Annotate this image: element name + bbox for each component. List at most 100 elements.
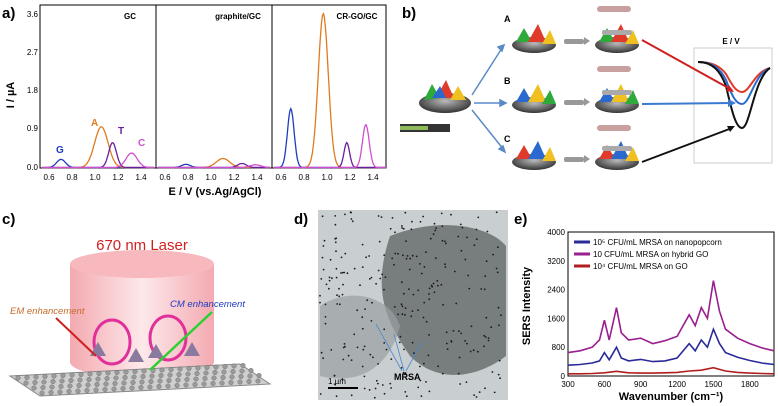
nanoparticle [413,352,415,354]
nanoparticle [361,327,364,330]
graphene-atom [111,386,117,392]
graphene-atom [139,379,145,385]
branch-label-b: B [504,76,511,86]
nanoparticle [347,354,350,357]
peak-label-g: G [56,145,64,156]
graphene-atom [24,374,30,380]
legend-entry: 10⁴ CFU/mL MRSA on GO [593,262,688,271]
cv-curve [42,152,154,169]
graphene-atom [168,366,174,372]
graphene-atom [156,383,162,389]
panel-e-xtick: 1500 [705,380,723,389]
graphene-atom [149,373,155,379]
graphene-atom [49,384,55,390]
graphene-atom [76,382,82,388]
panel-e: e) SERS Intensity 0 800 1600 2400 3200 4000 3… [514,211,775,403]
graphene-atom [86,376,92,382]
nanoparticle [428,298,431,301]
nanoparticle [393,263,395,266]
panel-label-e: e) [514,211,527,228]
nanoparticle [473,244,476,247]
graphene-atom [104,375,110,381]
nanoparticle [399,335,402,338]
nanoparticle [368,255,370,257]
nanoparticle [429,237,432,240]
nanoparticle [383,254,386,256]
nanoparticle [380,216,383,218]
nanoparticle [361,365,364,368]
nanoparticle [445,331,448,334]
nanoparticle [385,348,388,351]
panel-a-xtick: 1.2 [344,173,356,182]
nanoparticle [402,292,405,295]
graphene-atom [183,382,189,388]
nanoparticle [497,306,500,309]
nanoparticle [422,316,425,319]
nanoparticle [335,276,338,279]
nanoparticle [428,287,431,290]
nanoparticle [353,333,356,336]
panel-e-ylabel: SERS Intensity [521,266,533,345]
graphene-atom [84,387,90,393]
panel-a-xtick: 0.6 [43,173,55,182]
nanoparticle [343,343,346,345]
graphene-atom [69,372,75,378]
nanoparticle [444,266,447,268]
graphene-atom [50,378,56,384]
legend-entry: 10⁵ CFU/mL MRSA on nanopopcorn [593,238,722,247]
panel-e-legend: 10⁵ CFU/mL MRSA on nanopopcorn 10 CFU/mL… [574,238,722,271]
nanoparticle [485,260,488,263]
graphene-atom [247,373,253,379]
graphene-atom [159,367,165,373]
nanoparticle [322,357,324,360]
inset-label: E / V [722,37,740,46]
result-arrows [641,39,736,163]
nanoparticle [450,213,452,216]
nanoparticle [319,393,322,395]
panel-a-xtick: 1.2 [228,173,240,182]
nanoparticle [321,215,324,218]
graphene-atom [42,373,48,379]
nanoparticle [383,392,386,395]
nanoparticle [412,293,415,296]
graphene-atom [193,376,199,382]
panel-e-xtick: 1800 [741,380,759,389]
nanoparticle [441,239,444,242]
sers-spectrum [568,366,775,375]
nanoparticle [484,387,486,390]
graphene-atom [66,388,72,394]
nanoparticle [457,372,460,375]
nanoparticle [383,328,386,331]
nanoparticle [487,339,490,342]
graphene-atom [113,375,119,381]
nanoparticle [377,363,379,365]
graphene-atom [141,368,147,374]
panel-e-xtick: 900 [634,380,648,389]
nanoparticle [393,306,396,308]
nanoparticle [445,342,448,345]
branch-electrode-a [512,24,556,53]
nanoparticle [379,277,382,280]
nanoparticle [420,395,423,397]
graphene-atom [23,380,29,386]
nanoparticle [324,316,327,318]
nanoparticle [363,345,366,348]
graphene-atom [174,382,180,388]
nanoparticle [452,330,455,332]
nanoparticle [441,225,444,228]
graphene-atom [231,363,237,369]
panel-e-curves [567,280,775,375]
nanoparticle [368,278,371,280]
nanoparticle [397,252,399,255]
source-electrode [400,80,471,132]
panel-e-xtick: 1200 [668,380,686,389]
nanoparticle [334,223,337,226]
nanoparticle [401,225,403,227]
nanoparticle [378,240,381,243]
branch-label-a: A [504,14,511,24]
panel-a-xtick: 0.8 [298,173,310,182]
cv-curve [42,158,154,169]
nanoparticle [436,280,439,282]
graphene-atom [186,365,192,371]
nanoparticle [340,256,343,259]
